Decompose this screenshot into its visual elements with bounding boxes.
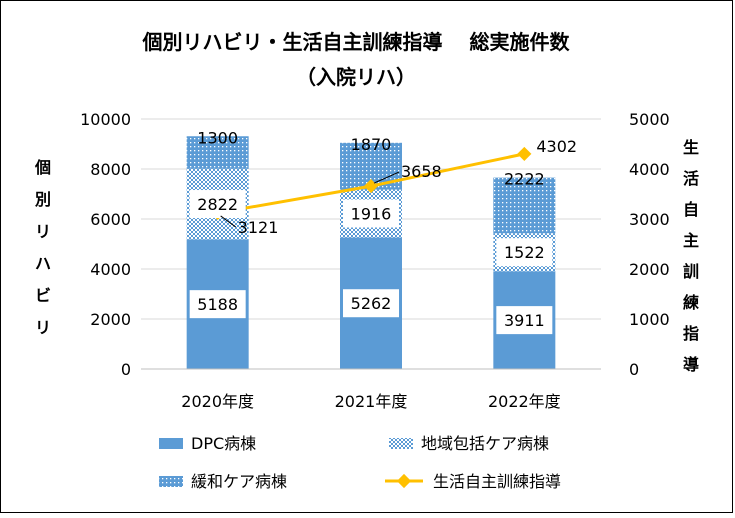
legend-swatch [159,476,183,487]
legend-label: 地域包括ケア病棟 [421,434,549,453]
axes-layer: 0 2000 4000 6000 8000 10000 0 1000 2000 3000 4000 5… [80,110,670,411]
data-label-box [343,289,399,318]
leader-line [220,215,236,228]
y2-axis-title-char: 導 [683,355,699,374]
y2-axis-title-char: 練 [683,293,699,312]
y-tick-label: 6000 [90,210,131,229]
legend-swatch [389,438,413,449]
y-tick-label: 8000 [90,160,131,179]
y2-axis-title-char: 活 [683,169,699,188]
x-tick-label: 2022年度 [488,392,561,411]
data-label: 1870 [351,135,392,154]
x-tick-label: 2021年度 [335,392,408,411]
data-label-box [496,238,553,267]
y-axis-title-char: リ [35,318,51,337]
data-labels-layer: 5188 2822 1300 5262 1916 1870 3911 1522 2222 3121… [189,128,577,335]
y2-tick-label: 1000 [629,310,670,329]
y2-axis-title-char: 主 [683,231,699,250]
bar-segment [186,136,249,169]
y-tick-label: 0 [121,360,131,379]
legend-label: 緩和ケア病棟 [191,472,287,491]
data-label-box [189,290,246,319]
y2-tick-label: 0 [629,360,639,379]
y-axis-title-char: 別 [35,190,51,209]
y-axis-title-char: リ [35,222,51,241]
y-tick-label: 4000 [90,260,131,279]
y2-tick-label: 2000 [629,260,670,279]
bar-segment [493,177,556,234]
data-label: 1300 [197,128,238,147]
data-label-box [189,190,246,219]
line-data-label: 3658 [401,162,442,181]
y2-axis-title-char: 訓 [683,262,699,281]
y-axis-title-char: 個 [34,158,51,177]
y2-tick-label: 5000 [629,110,670,129]
line-data-label: 3121 [238,218,279,237]
legend-label: 生活自主訓練指導 [433,472,561,491]
data-label: 1522 [504,243,545,262]
data-label-box [343,199,399,228]
data-label: 2822 [197,195,238,214]
data-label-box [496,306,553,335]
data-label: 3911 [504,311,545,330]
y-tick-label: 2000 [90,310,131,329]
y-tick-label: 10000 [80,110,131,129]
leader-line [373,171,400,184]
legend-marker [396,473,412,489]
data-label: 2222 [504,170,545,189]
y-axis-title-char: ビ [35,286,51,305]
legend-label: DPC病棟 [191,434,256,453]
line-marker [517,146,532,161]
data-label: 5262 [351,294,392,313]
data-label: 5188 [197,295,238,314]
data-label: 1916 [351,205,392,224]
y2-axis-title-char: 指 [683,324,699,343]
y2-tick-label: 4000 [629,160,670,179]
legend-swatch [159,438,183,449]
line-data-label: 4302 [536,137,577,156]
y2-axis-title-char: 生 [683,138,699,157]
chart-subtitle: （入院リハ） [296,65,416,89]
y2-axis-title-char: 自 [683,200,699,219]
y-axis-title-char: ハ [35,254,51,273]
chart-title: 個別リハビリ・生活自主訓練指導 総実施件数 [142,30,571,54]
y2-tick-label: 3000 [629,210,670,229]
x-tick-label: 2020年度 [181,392,254,411]
